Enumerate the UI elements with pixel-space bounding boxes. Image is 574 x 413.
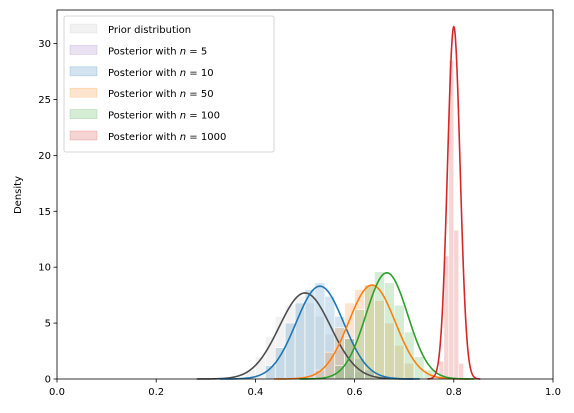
histogram-bar bbox=[453, 229, 460, 380]
y-tick-label: 10 bbox=[38, 263, 51, 274]
legend-entry: Posterior with n = 50 bbox=[108, 89, 214, 100]
legend-entry: Posterior with n = 10 bbox=[108, 68, 214, 79]
histogram-bar bbox=[458, 363, 465, 380]
legend-swatch bbox=[69, 130, 98, 141]
y-tick-label: 30 bbox=[38, 39, 51, 50]
legend-swatch bbox=[69, 23, 98, 34]
y-tick-label: 20 bbox=[38, 151, 51, 162]
histogram-bar bbox=[403, 331, 415, 380]
histogram-bar bbox=[274, 347, 286, 380]
histogram-bars bbox=[245, 60, 465, 380]
x-tick-label: 0.0 bbox=[49, 387, 65, 398]
density-curve bbox=[299, 271, 475, 380]
histogram-bar bbox=[304, 289, 316, 380]
legend-box bbox=[63, 15, 275, 153]
histogram-bar bbox=[384, 282, 395, 380]
legend: Prior distribution Posterior with n = 5 Po… bbox=[63, 15, 275, 153]
legend-entry: Posterior with n = 5 bbox=[108, 46, 207, 57]
plot-frame bbox=[56, 9, 554, 380]
density-curve bbox=[219, 285, 420, 380]
y-axis-label: Density bbox=[13, 176, 24, 214]
histogram-bar bbox=[393, 304, 405, 380]
legend-entry: Posterior with n = 1000 bbox=[108, 132, 226, 143]
histogram-bar bbox=[314, 282, 326, 380]
legend-swatch bbox=[69, 66, 98, 77]
x-tick-label: 1.0 bbox=[545, 387, 561, 398]
legend-swatch bbox=[69, 109, 98, 119]
x-tick-label: 0.6 bbox=[347, 387, 363, 398]
density-curve bbox=[196, 292, 414, 380]
x-axis: 0.0 0.2 0.4 0.6 0.8 1.0 bbox=[49, 379, 561, 398]
y-tick-label: 0 bbox=[45, 375, 51, 386]
y-tick-label: 15 bbox=[38, 207, 51, 218]
x-tick-label: 0.8 bbox=[446, 387, 462, 398]
histogram-bar bbox=[284, 322, 296, 380]
legend-entry: Posterior with n = 100 bbox=[108, 111, 220, 122]
density-curve bbox=[427, 25, 481, 380]
y-tick-label: 25 bbox=[38, 95, 51, 106]
legend-swatch bbox=[69, 87, 98, 98]
x-tick-label: 0.4 bbox=[247, 387, 263, 398]
legend-swatch bbox=[69, 45, 98, 55]
density-curve bbox=[274, 284, 470, 380]
y-tick-label: 5 bbox=[45, 319, 51, 330]
y-axis: 0 5 10 15 20 25 30 bbox=[38, 39, 57, 386]
x-tick-label: 0.2 bbox=[148, 387, 164, 398]
legend-entry: Prior distribution bbox=[108, 25, 191, 36]
density-curves bbox=[196, 25, 481, 380]
